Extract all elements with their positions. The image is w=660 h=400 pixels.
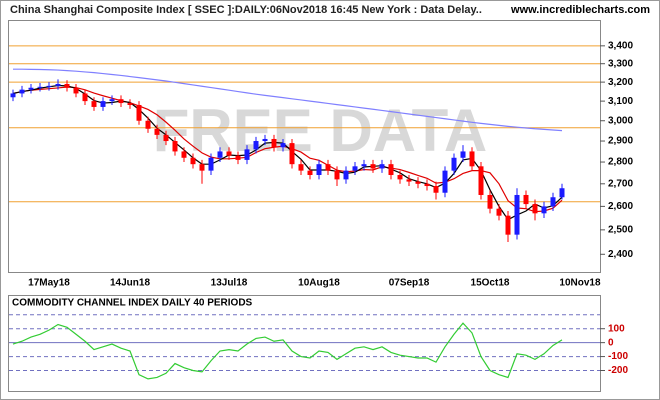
candle-body	[361, 164, 367, 167]
candle-body	[496, 208, 502, 216]
source: www.incrediblecharts.com	[510, 4, 650, 16]
candle-body	[451, 157, 457, 171]
candle-body	[46, 85, 52, 87]
y-tick-label: 3,400	[608, 40, 633, 51]
cci-title: COMMODITY CHANNEL INDEX DAILY 40 PERIODS	[12, 298, 253, 309]
y-tick-label: 3,000	[608, 115, 633, 126]
x-tick-label: 10Aug18	[298, 278, 340, 289]
candle-body	[136, 104, 142, 121]
candle-body	[397, 174, 403, 180]
y-tick-label: 3,300	[608, 58, 633, 69]
candle-body	[253, 141, 259, 150]
chart-title: China Shanghai Composite Index [ SSEC ]:…	[10, 4, 482, 16]
candle-body	[433, 186, 439, 193]
candle-body	[343, 170, 349, 180]
candle-body	[388, 164, 394, 175]
candle-body	[442, 170, 448, 193]
candle-body	[73, 87, 79, 94]
candle-body	[505, 215, 511, 235]
candle-body	[523, 194, 529, 205]
candle-body	[307, 170, 313, 175]
y-tick-label: 3,100	[608, 96, 633, 107]
candle-body	[298, 164, 304, 171]
price-panel	[8, 20, 601, 273]
candle-body	[28, 87, 34, 90]
y-tick-label: 3,200	[608, 77, 633, 88]
candle-body	[289, 143, 295, 165]
candle-body	[100, 101, 106, 107]
candle-body	[145, 120, 151, 129]
y-tick-label: -200	[608, 365, 628, 376]
x-tick-label: 13Jul18	[211, 278, 248, 289]
candle-body	[118, 99, 124, 104]
candle-body	[541, 206, 547, 214]
y-tick-label: 2,800	[608, 157, 633, 168]
candle-body	[406, 179, 412, 182]
candle-body	[487, 194, 493, 209]
series-line	[12, 322, 563, 380]
candle-body	[478, 166, 484, 195]
candle-body	[217, 151, 223, 158]
candle-body	[172, 141, 178, 152]
y-tick-label: 100	[608, 323, 625, 334]
candle-body	[316, 164, 322, 175]
candle-body	[280, 143, 286, 148]
candle-body	[109, 99, 115, 102]
y-tick-label: 2,700	[608, 178, 633, 189]
candle-body	[550, 197, 556, 207]
candle-body	[19, 89, 25, 94]
y-tick-label: 2,400	[608, 249, 633, 260]
candle-body	[190, 157, 196, 165]
watermark: FREE DATA	[153, 97, 487, 164]
x-tick-label: 15Oct18	[471, 278, 510, 289]
candle-body	[460, 151, 466, 158]
series-line	[13, 68, 563, 132]
y-tick-label: 2,500	[608, 224, 633, 235]
x-tick-label: 17May18	[28, 278, 70, 289]
candle-body	[532, 204, 538, 214]
candle-body	[271, 138, 277, 148]
candle-body	[10, 93, 16, 98]
candle-body	[199, 164, 205, 171]
candle-body	[235, 155, 241, 160]
x-tick-label: 14Jun18	[110, 278, 150, 289]
candle-body	[37, 86, 43, 88]
candle-body	[181, 151, 187, 158]
candle-body	[91, 101, 97, 107]
x-tick-label: 07Sep18	[389, 278, 430, 289]
candle-body	[154, 128, 160, 135]
candle-body	[424, 183, 430, 187]
x-tick-label: 10Nov18	[559, 278, 601, 289]
y-tick-label: 0	[608, 337, 614, 348]
y-tick-label: 2,600	[608, 201, 633, 212]
candle-body	[469, 151, 475, 167]
candle-body	[559, 188, 565, 198]
candle-body	[82, 93, 88, 102]
candle-body	[226, 151, 232, 156]
candle-body	[352, 166, 358, 171]
y-tick-label: -100	[608, 351, 628, 362]
candle-body	[379, 164, 385, 169]
candle-body	[244, 149, 250, 160]
candle-body	[415, 181, 421, 184]
cci-panel	[8, 295, 601, 392]
candle-body	[127, 103, 133, 105]
candle-body	[514, 194, 520, 235]
candle-body	[208, 157, 214, 171]
candle-body	[370, 164, 376, 169]
candle-body	[55, 83, 61, 86]
candle-body	[262, 138, 268, 142]
candle-body	[163, 134, 169, 142]
candle-body	[64, 83, 70, 88]
candle-body	[325, 164, 331, 171]
y-tick-label: 2,900	[608, 136, 633, 147]
candle-body	[334, 170, 340, 180]
